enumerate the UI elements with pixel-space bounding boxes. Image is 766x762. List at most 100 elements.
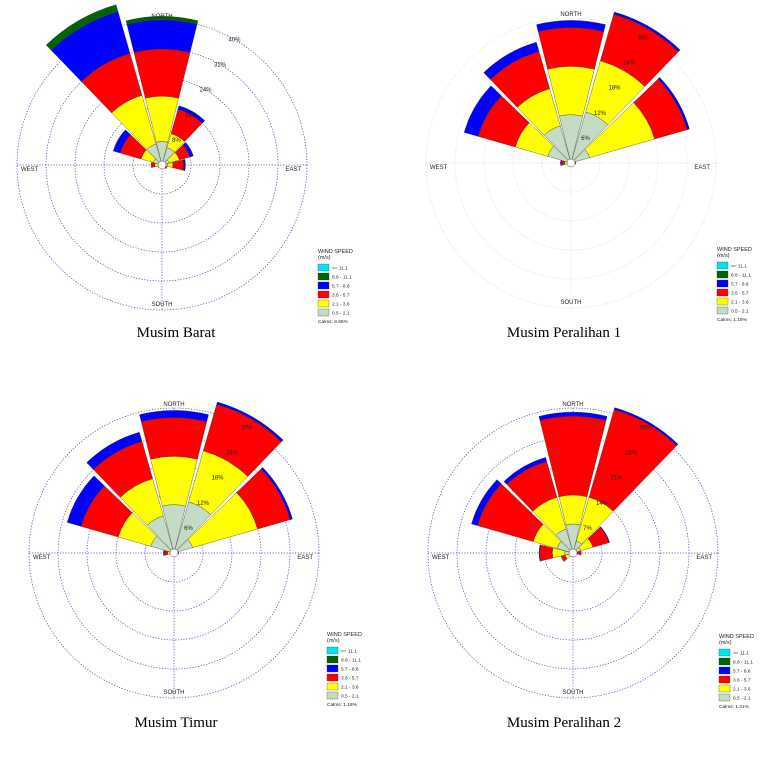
legend-swatch [326,664,339,673]
legend: WIND SPEED(m/s)>= 11.1 8.8 - 11.1 5.7 - 8.… [317,249,353,325]
legend-label: 3.6 - 5.7 [731,291,749,297]
calms-label: Calms: 1.18% [717,317,748,323]
petal-segment [150,162,156,168]
legend-label: >= 11.1 [733,651,749,657]
legend-swatch [718,657,731,666]
legend-swatch [326,691,339,700]
ring-label: 8% [172,138,181,144]
legend-swatch [718,666,731,675]
legend-label: 8.8 - 11.1 [733,660,753,666]
legend-swatch [317,281,330,290]
ring-label: 35% [639,425,652,431]
calm-center [568,548,578,558]
ring-label: 12% [594,111,607,117]
legend-label: 3.6 - 5.7 [733,678,751,684]
legend-swatch [716,288,729,297]
legend-swatch [317,263,330,272]
grid-ring [16,19,308,311]
petal-segment [561,160,566,166]
petal-segment [113,129,131,154]
petal-segment [126,19,198,53]
ring-label: 18% [608,86,621,92]
legend-title: WIND SPEED [717,247,752,253]
legend-swatch [317,290,330,299]
petal-segment [538,412,608,421]
wind-rose-musim-barat: 8% 16% 24% 32% 40% NORTH EAST SOUTH WEST WIND SPE… [16,4,353,341]
ring-label: 24% [199,88,212,94]
grid-ring [512,104,630,222]
petal-segment [164,550,169,556]
legend-label: 0.5 - 2.1 [341,694,359,700]
legend-title: WIND SPEED [318,249,353,255]
legend-label: 3.6 - 5.7 [341,676,359,682]
legend-units: (m/s) [318,255,331,261]
legend-label: 5.7 - 8.8 [332,284,350,290]
dir-west: WEST [33,555,51,561]
calm-center [157,160,167,170]
legend-label: 3.6 - 5.7 [332,293,350,299]
dir-south: SOUTH [152,302,173,308]
calms-label: Calms: 1.18% [327,702,358,708]
legend-swatch [718,693,731,702]
legend-label: 0.5 - 2.1 [733,696,751,702]
legend-label: >= 11.1 [332,266,348,272]
grid-ring [103,106,221,224]
legend: WIND SPEED(m/s)>= 11.1 8.8 - 11.1 5.7 - 8.… [326,632,362,708]
dir-west: WEST [432,555,450,561]
dir-north: NORTH [163,402,184,408]
legend-label: 2.1 - 3.6 [332,302,350,308]
legend-swatch [326,682,339,691]
legend-title: WIND SPEED [719,634,754,640]
petal-segment [503,457,547,485]
legend-label: 0.5 - 2.1 [332,311,350,317]
legend-label: 5.7 - 8.8 [733,669,751,675]
dir-east: EAST [297,555,313,561]
grid-ring [514,494,632,612]
dir-west: WEST [21,167,39,173]
ring-label: 14% [596,501,609,507]
petal-segment [139,410,209,422]
panel-caption: Musim Peralihan 2 [507,715,621,731]
legend-swatch [716,270,729,279]
dir-south: SOUTH [164,690,185,696]
ring-label: 6% [581,136,590,142]
grid-ring [427,407,719,699]
legend-units: (m/s) [719,640,732,646]
ring-label: 30% [637,35,650,41]
ring-label: 24% [226,451,239,457]
legend-swatch [317,308,330,317]
petal-segment [536,20,606,32]
grid-ring [28,407,320,699]
dir-south: SOUTH [563,690,584,696]
petal-segment [182,159,186,171]
ring-label: 18% [211,476,224,482]
ring-label: 40% [228,37,241,43]
calms-label: Calms: 8.55% [318,319,349,325]
ring-label: 16% [185,113,198,119]
legend-units: (m/s) [717,253,730,259]
legend-swatch [716,297,729,306]
petal-segment [539,544,554,562]
legend-swatch [716,279,729,288]
dir-east: EAST [694,165,710,171]
legend-units: (m/s) [327,638,340,644]
legend-swatch [326,673,339,682]
ring-label: 21% [610,476,623,482]
petal-segment [86,431,143,470]
ring-label: 7% [583,526,592,532]
panel-caption: Musim Timur [135,715,218,731]
petal-segment [657,77,690,130]
wind-rose-musim-peralihan-2: 7% 14% 21% 28% 35% NORTH EAST SOUTH WEST WIND SPE… [427,402,754,731]
legend-label: >= 11.1 [341,649,357,655]
ring-label: 24% [623,61,636,67]
dir-north: NORTH [151,14,172,20]
petal-segment [560,160,562,166]
legend-title: WIND SPEED [327,632,362,638]
grid-ring [425,17,717,309]
petal-segment [613,407,679,446]
petal-segment [560,555,568,562]
petal-segment [483,41,540,80]
legend-label: 5.7 - 8.8 [731,282,749,288]
legend-label: 2.1 - 3.6 [341,685,359,691]
